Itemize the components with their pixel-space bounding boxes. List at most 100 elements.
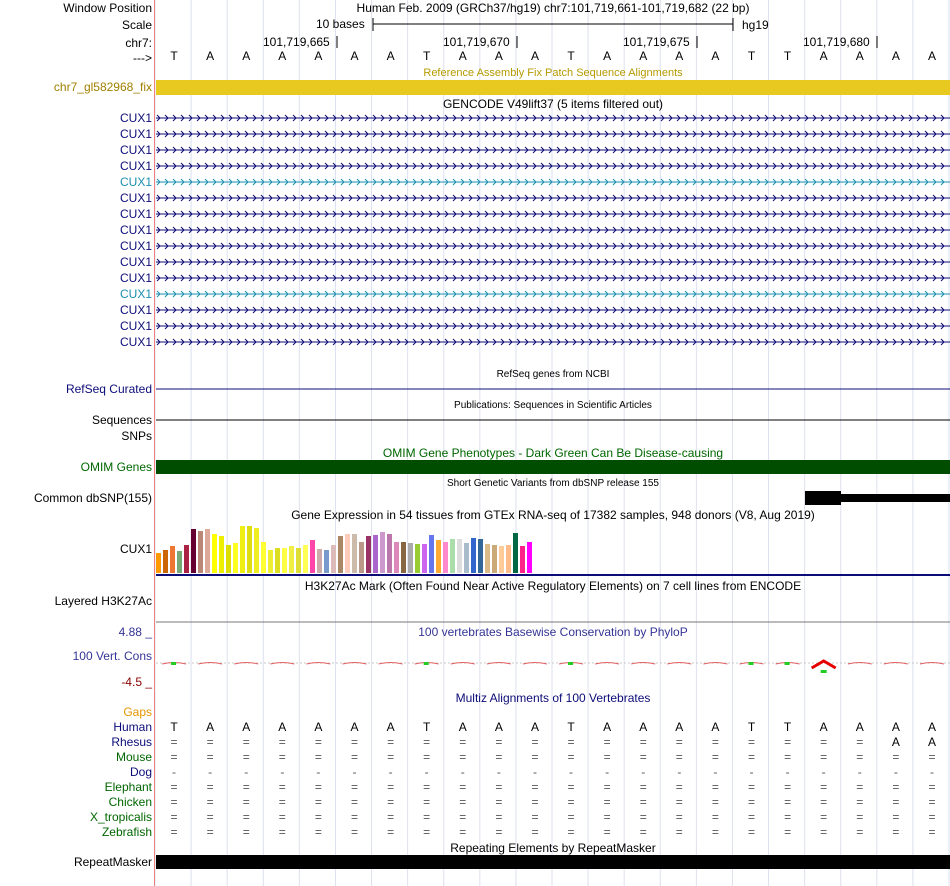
gencode-transcript-label[interactable]: CUX1 xyxy=(119,207,152,221)
gencode-transcript-label[interactable]: CUX1 xyxy=(119,175,152,189)
gtex-tissue-bar[interactable] xyxy=(163,549,168,573)
fix-patch-bar[interactable] xyxy=(156,80,950,95)
gencode-transcript-label[interactable]: CUX1 xyxy=(119,271,152,285)
repeatmasker-bar[interactable] xyxy=(156,855,950,869)
gtex-tissue-bar[interactable] xyxy=(324,549,329,573)
gtex-tissue-bar[interactable] xyxy=(338,535,343,573)
gtex-tissue-bar[interactable] xyxy=(282,547,287,573)
gtex-tissue-bar[interactable] xyxy=(191,529,196,573)
gtex-tissue-bar[interactable] xyxy=(156,552,161,573)
gencode-transcript-label[interactable]: CUX1 xyxy=(119,127,152,141)
gtex-tissue-bar[interactable] xyxy=(317,548,322,573)
gencode-transcript-label[interactable]: CUX1 xyxy=(119,319,152,333)
repeatmasker-label[interactable]: RepeatMasker xyxy=(73,855,152,869)
gtex-tissue-bar[interactable] xyxy=(478,539,483,573)
phylop-label[interactable]: 100 Vert. Cons xyxy=(72,649,152,663)
gtex-tissue-bar[interactable] xyxy=(492,545,497,573)
gtex-tissue-bar[interactable] xyxy=(499,546,504,573)
phylop-title[interactable]: 100 vertebrates Basewise Conservation by… xyxy=(418,625,688,639)
gencode-transcript-label[interactable]: CUX1 xyxy=(119,191,152,205)
gtex-tissue-bar[interactable] xyxy=(520,546,525,573)
gtex-tissue-bar[interactable] xyxy=(506,545,511,573)
gtex-tissue-bar[interactable] xyxy=(289,546,294,573)
gencode-transcript-label[interactable]: CUX1 xyxy=(119,159,152,173)
gtex-tissue-bar[interactable] xyxy=(240,526,245,573)
publications-label-sequences[interactable]: Sequences xyxy=(91,413,152,427)
gtex-tissue-bar[interactable] xyxy=(254,527,259,573)
omim-bar[interactable] xyxy=(156,460,950,474)
omim-title[interactable]: OMIM Gene Phenotypes - Dark Green Can Be… xyxy=(382,446,724,460)
gtex-tissue-bar[interactable] xyxy=(429,535,434,573)
gtex-tissue-bar[interactable] xyxy=(219,536,224,573)
gtex-tissue-bar[interactable] xyxy=(170,546,175,573)
multiz-gaps-label[interactable]: Gaps xyxy=(123,705,152,719)
gtex-tissue-bar[interactable] xyxy=(457,539,462,573)
h3k27ac-label[interactable]: Layered H3K27Ac xyxy=(54,594,152,608)
gencode-transcript-label[interactable]: CUX1 xyxy=(119,223,152,237)
gencode-title[interactable]: GENCODE V49lift37 (5 items filtered out) xyxy=(442,97,664,111)
h3k27ac-title[interactable]: H3K27Ac Mark (Often Found Near Active Re… xyxy=(304,579,802,593)
gtex-label[interactable]: CUX1 xyxy=(119,542,152,556)
gtex-tissue-bar[interactable] xyxy=(184,545,189,573)
multiz-species-label[interactable]: Dog xyxy=(129,765,152,779)
gtex-tissue-bar[interactable] xyxy=(422,544,427,573)
gtex-tissue-bar[interactable] xyxy=(513,533,518,573)
gtex-tissue-bar[interactable] xyxy=(268,549,273,573)
refseq-label[interactable]: RefSeq Curated xyxy=(65,382,152,396)
gtex-tissue-bar[interactable] xyxy=(303,545,308,573)
gtex-tissue-bar[interactable] xyxy=(177,551,182,573)
gtex-tissue-bar[interactable] xyxy=(198,531,203,573)
gtex-tissue-bar[interactable] xyxy=(464,543,469,573)
label-divider[interactable] xyxy=(154,0,155,886)
multiz-species-label[interactable]: Mouse xyxy=(115,750,152,764)
gtex-tissue-bar[interactable] xyxy=(415,544,420,573)
publications-label-snps[interactable]: SNPs xyxy=(121,429,152,443)
gtex-tissue-bar[interactable] xyxy=(205,529,210,573)
multiz-species-label[interactable]: X_tropicalis xyxy=(89,810,152,824)
multiz-species-label[interactable]: Elephant xyxy=(104,780,152,794)
dbsnp-variant-thin[interactable] xyxy=(841,494,950,502)
gtex-tissue-bar[interactable] xyxy=(226,545,231,573)
multiz-species-label[interactable]: Rhesus xyxy=(111,735,152,749)
gencode-transcript-label[interactable]: CUX1 xyxy=(119,335,152,349)
gtex-tissue-bar[interactable] xyxy=(387,534,392,573)
gtex-tissue-bar[interactable] xyxy=(527,542,532,573)
gtex-title[interactable]: Gene Expression in 54 tissues from GTEx … xyxy=(291,508,815,522)
gencode-transcript-label[interactable]: CUX1 xyxy=(119,287,152,301)
gencode-transcript-label[interactable]: CUX1 xyxy=(119,111,152,125)
fix-patch-label[interactable]: chr7_gl582968_fix xyxy=(53,80,152,94)
gtex-tissue-bar[interactable] xyxy=(408,543,413,573)
omim-label[interactable]: OMIM Genes xyxy=(80,460,152,474)
gtex-tissue-bar[interactable] xyxy=(394,542,399,573)
publications-title[interactable]: Publications: Sequences in Scientific Ar… xyxy=(454,400,652,411)
fix-patch-title[interactable]: Reference Assembly Fix Patch Sequence Al… xyxy=(423,67,683,79)
gtex-tissue-bar[interactable] xyxy=(247,526,252,573)
gencode-transcript-label[interactable]: CUX1 xyxy=(119,255,152,269)
gtex-tissue-bar[interactable] xyxy=(366,536,371,573)
gtex-tissue-bar[interactable] xyxy=(450,539,455,573)
gtex-tissue-bar[interactable] xyxy=(296,547,301,573)
gencode-transcript-label[interactable]: CUX1 xyxy=(119,143,152,157)
gtex-tissue-bar[interactable] xyxy=(485,544,490,573)
gtex-tissue-bar[interactable] xyxy=(345,534,350,573)
refseq-title[interactable]: RefSeq genes from NCBI xyxy=(496,369,610,380)
gtex-tissue-bar[interactable] xyxy=(443,542,448,573)
gtex-tissue-bar[interactable] xyxy=(352,534,357,573)
gtex-tissue-bar[interactable] xyxy=(331,545,336,573)
gtex-bar-chart[interactable] xyxy=(156,523,950,573)
dbsnp-variant-thick[interactable] xyxy=(805,491,841,505)
gencode-transcript-label[interactable]: CUX1 xyxy=(119,303,152,317)
gencode-transcript-label[interactable]: CUX1 xyxy=(119,239,152,253)
multiz-species-label[interactable]: Human xyxy=(113,720,152,734)
multiz-species-label[interactable]: Chicken xyxy=(108,795,152,809)
gtex-tissue-bar[interactable] xyxy=(310,540,315,573)
gtex-tissue-bar[interactable] xyxy=(471,538,476,573)
multiz-title[interactable]: Multiz Alignments of 100 Vertebrates xyxy=(455,691,651,705)
gtex-tissue-bar[interactable] xyxy=(212,533,217,573)
gtex-tissue-bar[interactable] xyxy=(401,542,406,573)
dbsnp-label[interactable]: Common dbSNP(155) xyxy=(33,491,152,505)
gtex-tissue-bar[interactable] xyxy=(436,540,441,573)
gtex-tissue-bar[interactable] xyxy=(261,542,266,573)
gtex-tissue-bar[interactable] xyxy=(359,541,364,573)
